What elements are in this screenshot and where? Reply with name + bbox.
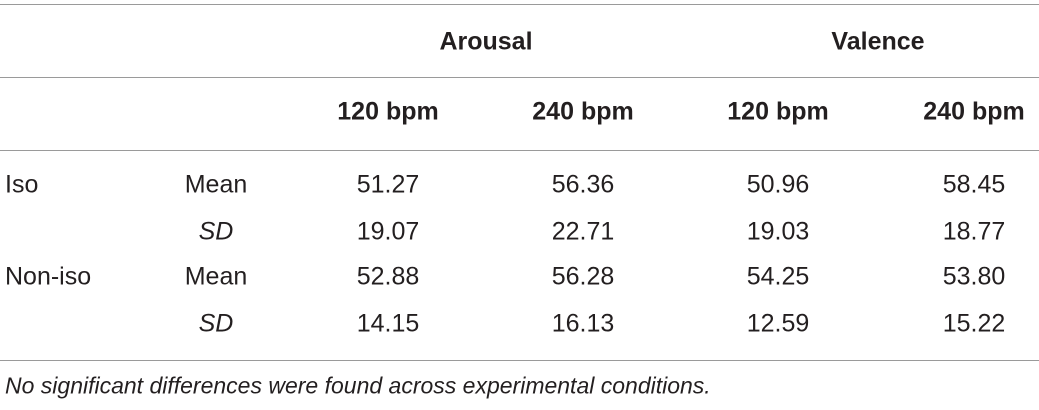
bottom-rule: [0, 360, 1039, 361]
row-group: Non-iso: [5, 262, 92, 291]
group-header: Valence: [831, 27, 925, 56]
cell-value: 12.59: [746, 309, 810, 338]
row-stat: Mean: [184, 262, 248, 291]
cell-value: 52.88: [356, 262, 420, 291]
cell-value: 53.80: [942, 262, 1006, 291]
cell-value: 56.28: [551, 262, 615, 291]
cell-value: 19.03: [746, 217, 810, 246]
cell-value: 58.45: [942, 170, 1006, 199]
row-group: Iso: [5, 170, 39, 199]
cell-value: 16.13: [551, 309, 615, 338]
cell-value: 54.25: [746, 262, 810, 291]
top-rule: [0, 4, 1039, 5]
group-header: Arousal: [439, 27, 533, 56]
cell-value: 18.77: [942, 217, 1006, 246]
row-stat: SD: [198, 309, 234, 338]
cell-value: 22.71: [551, 217, 615, 246]
column-header: 240 bpm: [923, 97, 1025, 126]
column-header: 120 bpm: [727, 97, 829, 126]
footnote: No significant differences were found ac…: [5, 372, 711, 399]
column-header: 120 bpm: [337, 97, 439, 126]
column-header: 240 bpm: [532, 97, 634, 126]
header-rule: [0, 150, 1039, 151]
row-stat: Mean: [184, 170, 248, 199]
cell-value: 51.27: [356, 170, 420, 199]
group-rule: [0, 77, 1039, 78]
cell-value: 15.22: [942, 309, 1006, 338]
row-stat: SD: [198, 217, 234, 246]
cell-value: 50.96: [746, 170, 810, 199]
cell-value: 19.07: [356, 217, 420, 246]
cell-value: 56.36: [551, 170, 615, 199]
cell-value: 14.15: [356, 309, 420, 338]
